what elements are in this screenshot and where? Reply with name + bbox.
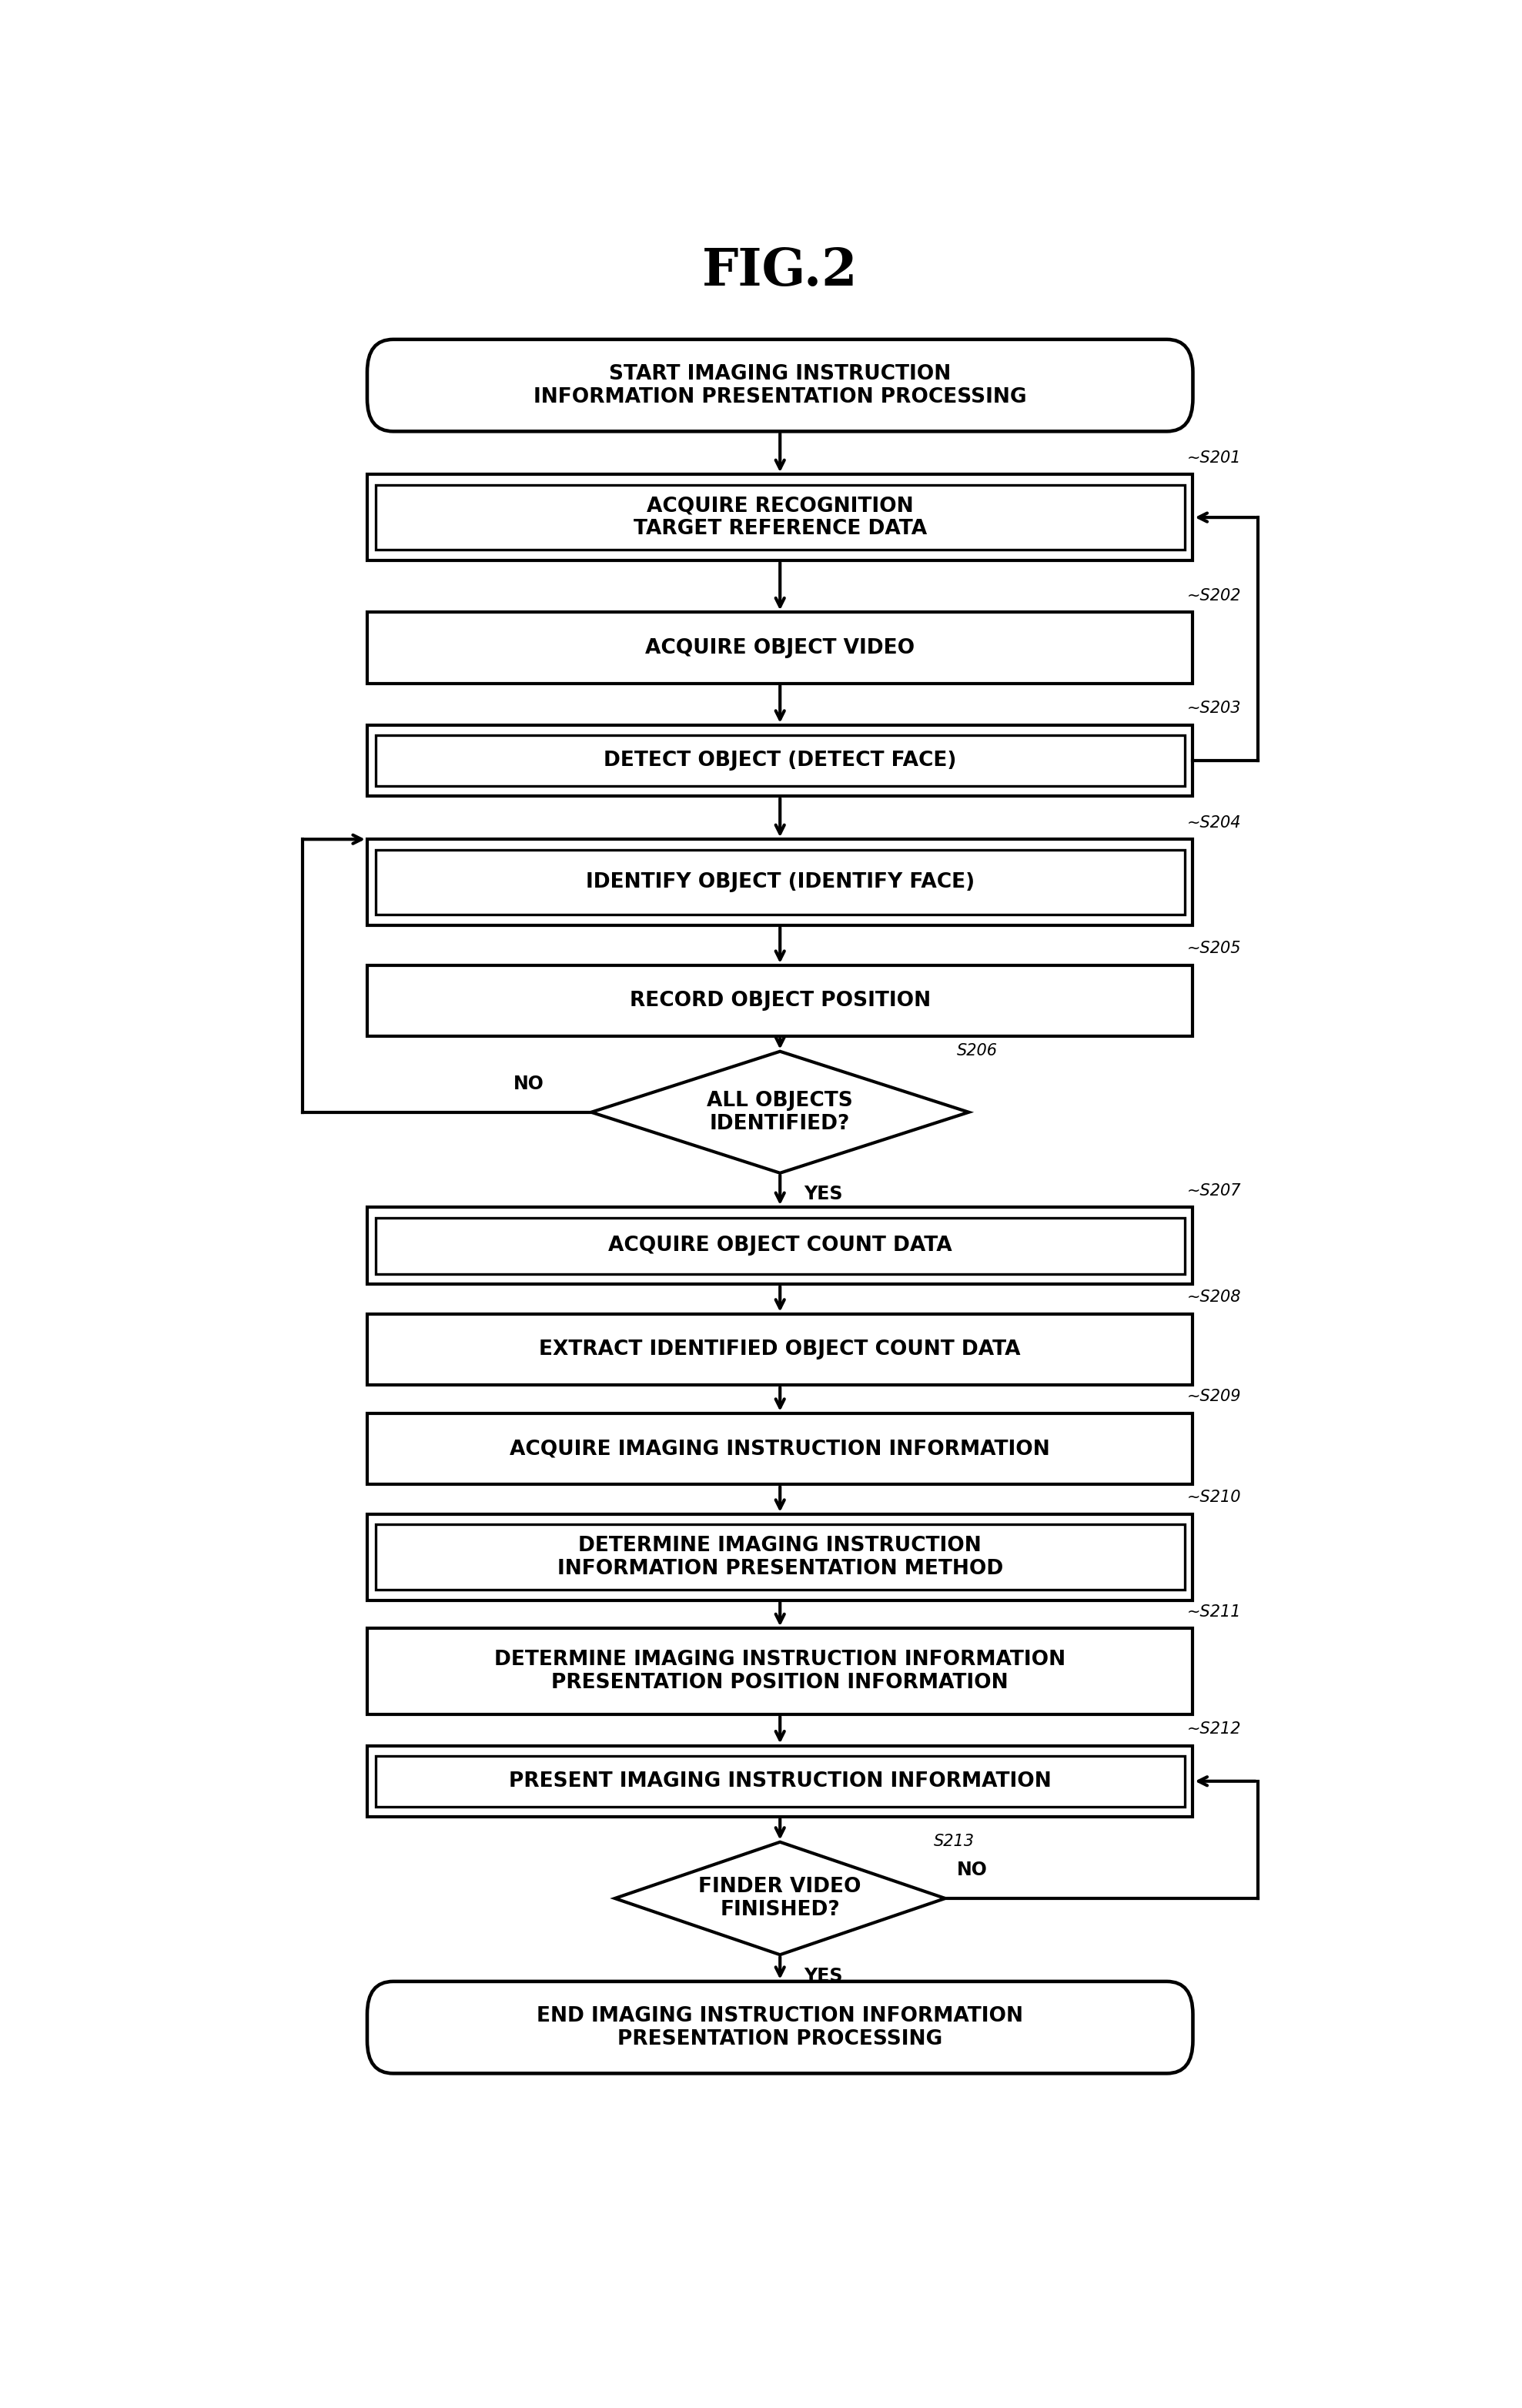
- Bar: [376, 1755, 1184, 1806]
- FancyBboxPatch shape: [367, 1982, 1193, 2073]
- FancyBboxPatch shape: [367, 340, 1193, 431]
- Text: YES: YES: [804, 1185, 843, 1204]
- Text: ~S203: ~S203: [1187, 701, 1242, 715]
- Text: ~S210: ~S210: [1187, 1491, 1242, 1505]
- Bar: [367, 725, 1193, 797]
- Text: START IMAGING INSTRUCTION
INFORMATION PRESENTATION PROCESSING: START IMAGING INSTRUCTION INFORMATION PR…: [533, 364, 1027, 407]
- Text: DETERMINE IMAGING INSTRUCTION
INFORMATION PRESENTATION METHOD: DETERMINE IMAGING INSTRUCTION INFORMATIO…: [557, 1536, 1003, 1580]
- Bar: [367, 1206, 1193, 1283]
- Text: ACQUIRE OBJECT VIDEO: ACQUIRE OBJECT VIDEO: [645, 638, 915, 657]
- Text: IDENTIFY OBJECT (IDENTIFY FACE): IDENTIFY OBJECT (IDENTIFY FACE): [586, 872, 974, 893]
- Text: ~S205: ~S205: [1187, 942, 1242, 956]
- Text: ~S201: ~S201: [1187, 450, 1242, 465]
- Text: RECORD OBJECT POSITION: RECORD OBJECT POSITION: [630, 992, 930, 1011]
- Bar: [367, 1628, 1193, 1714]
- Bar: [376, 1218, 1184, 1274]
- Bar: [376, 484, 1184, 549]
- Text: ACQUIRE IMAGING INSTRUCTION INFORMATION: ACQUIRE IMAGING INSTRUCTION INFORMATION: [510, 1440, 1050, 1459]
- Text: EXTRACT IDENTIFIED OBJECT COUNT DATA: EXTRACT IDENTIFIED OBJECT COUNT DATA: [539, 1339, 1021, 1361]
- Text: ACQUIRE RECOGNITION
TARGET REFERENCE DATA: ACQUIRE RECOGNITION TARGET REFERENCE DAT…: [633, 496, 927, 539]
- Text: DETERMINE IMAGING INSTRUCTION INFORMATION
PRESENTATION POSITION INFORMATION: DETERMINE IMAGING INSTRUCTION INFORMATIO…: [495, 1649, 1065, 1693]
- Bar: [367, 1315, 1193, 1385]
- Text: ~S212: ~S212: [1187, 1722, 1242, 1736]
- Text: NO: NO: [513, 1074, 545, 1093]
- Bar: [367, 612, 1193, 684]
- Polygon shape: [591, 1052, 970, 1173]
- Text: DETECT OBJECT (DETECT FACE): DETECT OBJECT (DETECT FACE): [604, 751, 956, 771]
- Text: NO: NO: [957, 1861, 988, 1878]
- Bar: [376, 1524, 1184, 1589]
- Bar: [367, 1515, 1193, 1601]
- Text: FINDER VIDEO
FINISHED?: FINDER VIDEO FINISHED?: [699, 1876, 861, 1919]
- Bar: [367, 840, 1193, 925]
- Bar: [367, 966, 1193, 1035]
- Text: ALL OBJECTS
IDENTIFIED?: ALL OBJECTS IDENTIFIED?: [708, 1091, 852, 1134]
- Text: S206: S206: [957, 1043, 998, 1060]
- Text: ~S209: ~S209: [1187, 1389, 1242, 1404]
- Text: FIG.2: FIG.2: [702, 246, 858, 296]
- Text: ~S204: ~S204: [1187, 814, 1242, 831]
- Text: PRESENT IMAGING INSTRUCTION INFORMATION: PRESENT IMAGING INSTRUCTION INFORMATION: [508, 1772, 1052, 1792]
- Bar: [367, 1413, 1193, 1483]
- Text: ~S207: ~S207: [1187, 1182, 1242, 1199]
- Polygon shape: [615, 1842, 945, 1955]
- Bar: [376, 734, 1184, 785]
- Text: END IMAGING INSTRUCTION INFORMATION
PRESENTATION PROCESSING: END IMAGING INSTRUCTION INFORMATION PRES…: [537, 2006, 1023, 2049]
- Bar: [376, 850, 1184, 915]
- Text: ~S208: ~S208: [1187, 1291, 1242, 1305]
- Text: S213: S213: [933, 1835, 974, 1849]
- Text: ~S211: ~S211: [1187, 1604, 1242, 1621]
- Text: ACQUIRE OBJECT COUNT DATA: ACQUIRE OBJECT COUNT DATA: [609, 1235, 951, 1255]
- Bar: [367, 1746, 1193, 1816]
- Text: ~S202: ~S202: [1187, 588, 1242, 604]
- Text: YES: YES: [804, 1967, 843, 1984]
- Bar: [367, 474, 1193, 561]
